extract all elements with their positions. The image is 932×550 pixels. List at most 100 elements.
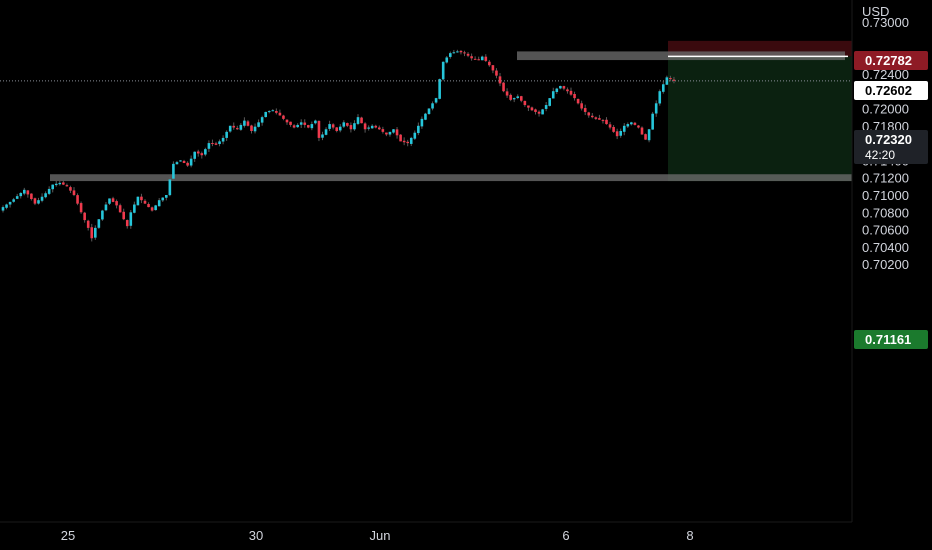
candle-up bbox=[420, 118, 424, 127]
candle-down bbox=[473, 58, 477, 60]
candle-up bbox=[1, 207, 5, 211]
candle-up bbox=[51, 184, 54, 190]
price-tick-label: 0.70600 bbox=[862, 223, 909, 238]
candle-up bbox=[417, 125, 420, 134]
stop-price-label-bg bbox=[854, 51, 928, 70]
candle-down bbox=[523, 100, 527, 106]
time-tick-label: 25 bbox=[61, 528, 75, 543]
candle-down bbox=[292, 125, 296, 128]
candle-up bbox=[622, 125, 626, 132]
candle-up bbox=[367, 127, 370, 129]
candle-down bbox=[395, 129, 399, 136]
candle-down bbox=[140, 196, 143, 201]
candle-down bbox=[378, 127, 381, 130]
candle-down bbox=[214, 143, 218, 145]
bar-countdown-text: 42:20 bbox=[865, 148, 895, 162]
candle-up bbox=[452, 52, 456, 54]
candle-up bbox=[551, 91, 555, 99]
candle-down bbox=[562, 86, 566, 89]
candle-down bbox=[317, 120, 321, 138]
candle-up bbox=[296, 124, 299, 128]
candle-down bbox=[115, 201, 118, 206]
candle-up bbox=[388, 131, 392, 135]
candle-down bbox=[534, 109, 537, 112]
stop-price-label: 0.72782 bbox=[854, 51, 928, 70]
candle-down bbox=[644, 134, 647, 140]
candle-up bbox=[104, 204, 108, 211]
candle-up bbox=[44, 193, 47, 198]
candle-up bbox=[239, 124, 243, 130]
candle-up bbox=[207, 143, 211, 149]
candle-up bbox=[97, 219, 101, 228]
candle-up bbox=[559, 86, 562, 89]
candle-down bbox=[125, 220, 129, 227]
candle-down bbox=[150, 207, 154, 211]
candle-down bbox=[576, 98, 580, 104]
candle-down bbox=[83, 212, 86, 221]
candle-down bbox=[484, 56, 488, 61]
candle-up bbox=[58, 182, 62, 185]
candle-up bbox=[548, 98, 551, 106]
candle-up bbox=[129, 212, 133, 226]
candle-up bbox=[54, 183, 58, 186]
price-tick-label: 0.71000 bbox=[862, 188, 909, 203]
candle-down bbox=[470, 56, 473, 59]
price-tick-label: 0.73000 bbox=[862, 15, 909, 30]
price-tick-label: 0.72400 bbox=[862, 67, 909, 82]
candle-down bbox=[466, 53, 470, 56]
candle-up bbox=[253, 126, 257, 132]
candle-up bbox=[658, 91, 662, 104]
candle-down bbox=[509, 94, 512, 100]
candle-down bbox=[335, 127, 338, 131]
candle-up bbox=[175, 162, 179, 165]
candle-down bbox=[303, 122, 307, 125]
candle-down bbox=[79, 203, 83, 213]
price-tick-label: 0.70400 bbox=[862, 240, 909, 255]
candle-up bbox=[267, 111, 271, 113]
candle-up bbox=[438, 79, 441, 99]
candle-down bbox=[275, 110, 278, 113]
candle-up bbox=[480, 56, 484, 61]
candle-down bbox=[491, 65, 495, 71]
candle-up bbox=[424, 113, 427, 120]
candle-down bbox=[289, 121, 292, 125]
candle-down bbox=[65, 185, 69, 187]
candle-down bbox=[605, 119, 608, 125]
candle-down bbox=[385, 132, 388, 135]
support-zone[interactable] bbox=[50, 174, 852, 182]
time-axis[interactable]: 25 30 Jun 6 8 bbox=[61, 528, 694, 543]
candle-up bbox=[165, 195, 168, 198]
candle-up bbox=[541, 109, 544, 115]
candle-down bbox=[374, 125, 378, 128]
candle-up bbox=[133, 204, 136, 213]
candle-down bbox=[236, 128, 239, 130]
candle-down bbox=[505, 91, 509, 96]
candle-up bbox=[204, 149, 207, 155]
candle-up bbox=[8, 201, 12, 205]
candle-up bbox=[392, 129, 395, 133]
candle-down bbox=[76, 195, 79, 204]
candle-up bbox=[218, 141, 221, 145]
take-profit-area[interactable] bbox=[668, 56, 852, 182]
candle-up bbox=[260, 117, 264, 123]
candle-down bbox=[111, 198, 115, 202]
candle-down bbox=[147, 204, 150, 208]
candle-up bbox=[512, 98, 516, 100]
short-position-tool[interactable] bbox=[668, 40, 852, 182]
candle-up bbox=[356, 117, 360, 124]
candle-down bbox=[200, 153, 204, 156]
candle-down bbox=[285, 119, 289, 123]
candle-down bbox=[591, 115, 594, 118]
candle-up bbox=[168, 179, 172, 196]
candle-up bbox=[225, 131, 228, 138]
candle-up bbox=[555, 88, 559, 93]
candle-up bbox=[243, 120, 246, 126]
candle-down bbox=[360, 117, 363, 124]
candle-up bbox=[662, 84, 665, 92]
candle-down bbox=[399, 134, 402, 142]
candle-up bbox=[441, 61, 445, 80]
candle-up bbox=[193, 151, 196, 159]
candle-down bbox=[232, 125, 236, 128]
candle-up bbox=[40, 196, 44, 201]
